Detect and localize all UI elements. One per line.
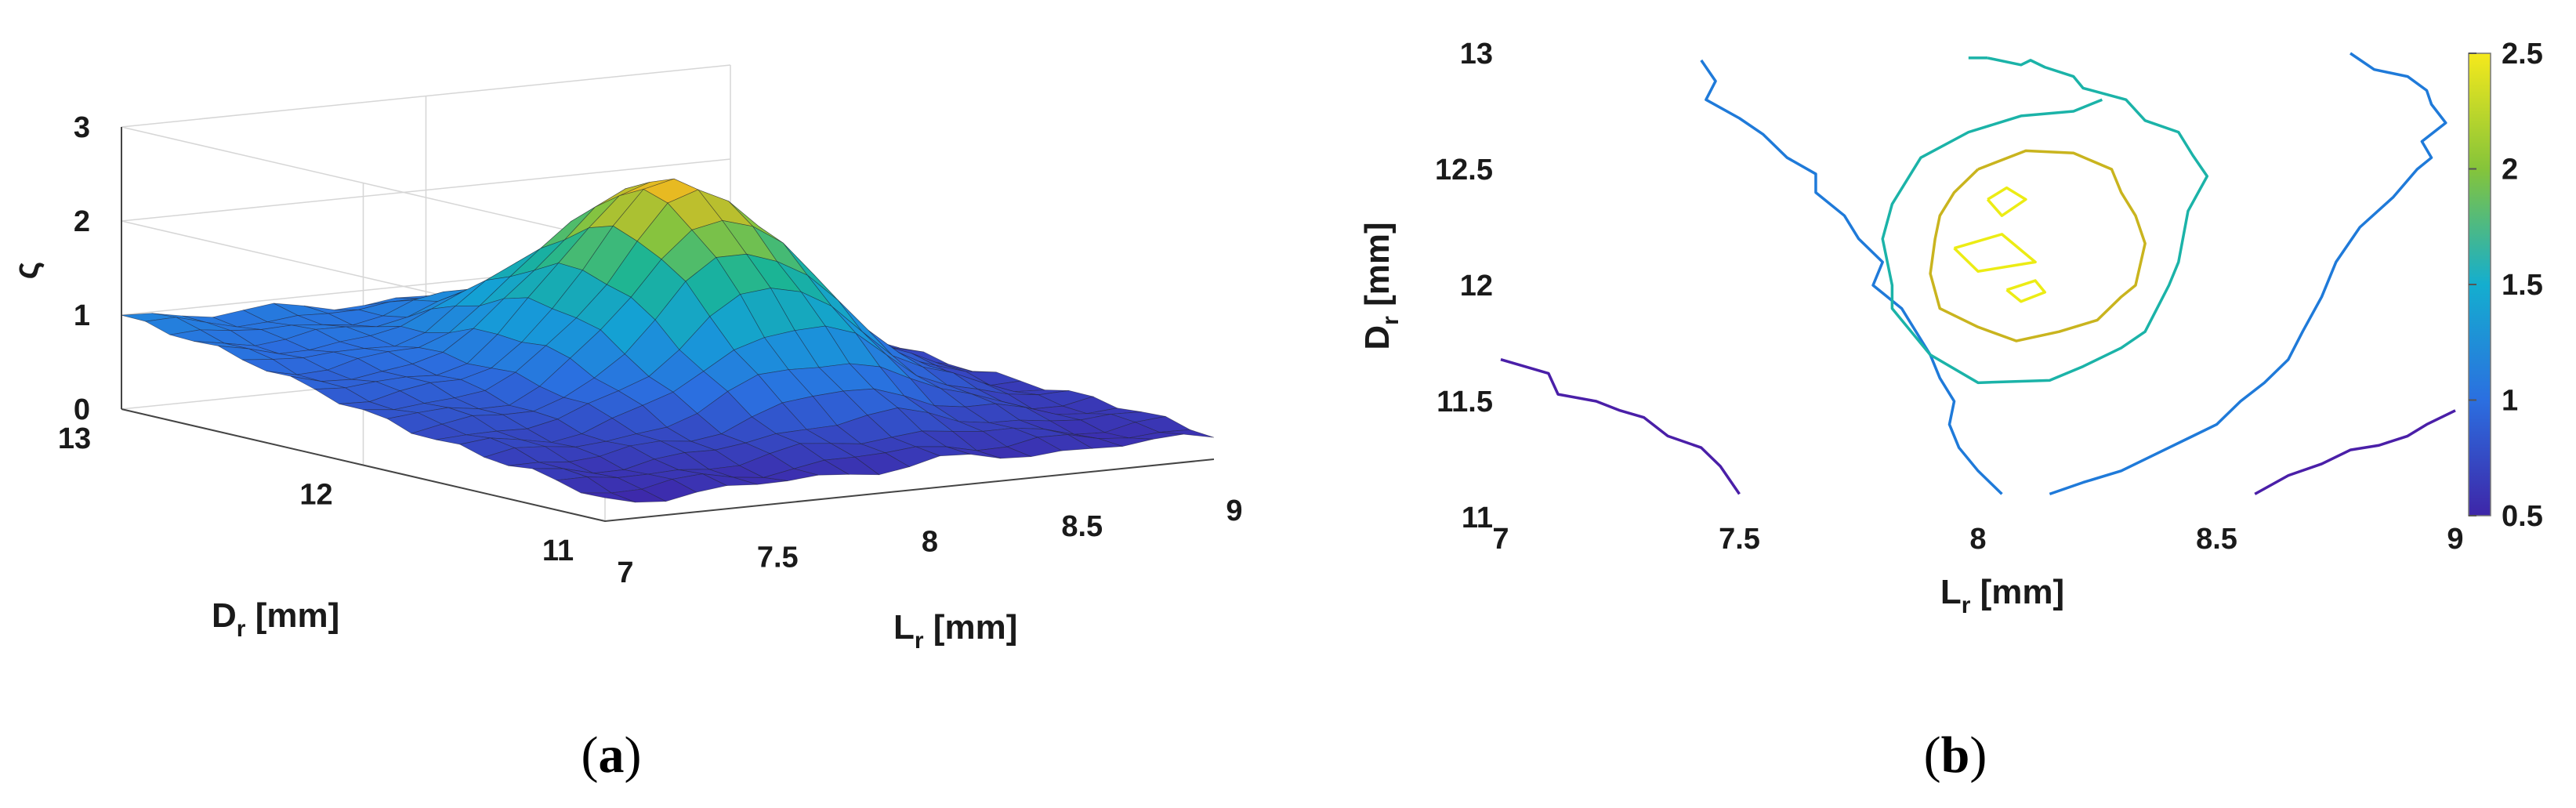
contour-y-tick: 12.5 — [1435, 154, 1493, 187]
z-axis-label: ς — [7, 262, 45, 280]
l-axis-subscript: r — [915, 628, 924, 654]
contour-line — [1500, 358, 1741, 495]
colorbar-tick-label: 2 — [2502, 154, 2518, 187]
contour-line — [1881, 56, 2209, 385]
colorbar-tick-label: 0.5 — [2502, 500, 2543, 533]
z-tick-label: 0 — [74, 393, 90, 426]
z-tick-label: 1 — [74, 299, 90, 332]
contour-x-tick: 7.5 — [1719, 523, 1760, 556]
l-axis-label: Lr [mm] — [893, 608, 1017, 654]
contour-x-tick: 7 — [1492, 523, 1509, 556]
contour-line — [2049, 52, 2447, 496]
colorbar — [2468, 53, 2491, 516]
l-tick-label: 9 — [1226, 495, 1242, 527]
d-tick-label: 12 — [299, 479, 332, 512]
contour-line — [1700, 59, 2003, 495]
contour-line — [2254, 409, 2456, 495]
colorbar-tick-label: 1.5 — [2502, 269, 2543, 302]
contour-line — [1929, 149, 2147, 342]
surface-mesh — [121, 178, 1215, 503]
contour-y-subscript: r — [1378, 316, 1404, 325]
contour-lines — [1500, 52, 2456, 496]
l-tick-label: 8.5 — [1061, 510, 1103, 543]
contour-x-tick: 9 — [2447, 523, 2463, 556]
contour-y-tick: 11 — [1462, 502, 1493, 534]
z-tick-label: 2 — [74, 205, 90, 238]
contour-line — [2005, 279, 2047, 303]
contour-y-tick: 12 — [1460, 270, 1493, 303]
contour-tick-labels: 7 7.5 8 8.5 9 11 11.5 12 12.5 13 — [1435, 38, 2464, 556]
contour-y-tick: 13 — [1460, 38, 1493, 71]
panel-label-a: (a) — [582, 726, 642, 784]
d-axis-label: Dr [mm] — [212, 596, 339, 642]
contour-x-tick: 8.5 — [2196, 523, 2237, 556]
colorbar-ticks: 0.5 1 1.5 2 2.5 — [2469, 38, 2543, 533]
contour-x-tick: 8 — [1969, 523, 1986, 556]
contour-y-label: Dr [mm] — [1358, 222, 1404, 350]
contour-x-subscript: r — [1962, 592, 1971, 618]
contour-x-label: Lr [mm] — [1940, 573, 2064, 618]
z-tick-label: 3 — [74, 111, 90, 144]
colorbar-tick-label: 1 — [2502, 385, 2518, 418]
d-tick-label: 13 — [58, 422, 91, 455]
l-tick-label: 8 — [922, 526, 938, 559]
l-tick-label: 7 — [617, 556, 633, 589]
contour-line — [1953, 233, 2037, 273]
base-axis-lines — [121, 408, 1215, 523]
panel-label-b: (b) — [1924, 726, 1987, 784]
surface-patch — [581, 492, 636, 503]
contour-y-tick: 11.5 — [1437, 386, 1493, 418]
d-tick-label: 11 — [542, 534, 574, 567]
l-tick-label: 7.5 — [757, 541, 799, 574]
contour-line — [1986, 186, 2027, 217]
d-axis-subscript: r — [237, 616, 246, 642]
colorbar-tick-label: 2.5 — [2502, 38, 2543, 71]
